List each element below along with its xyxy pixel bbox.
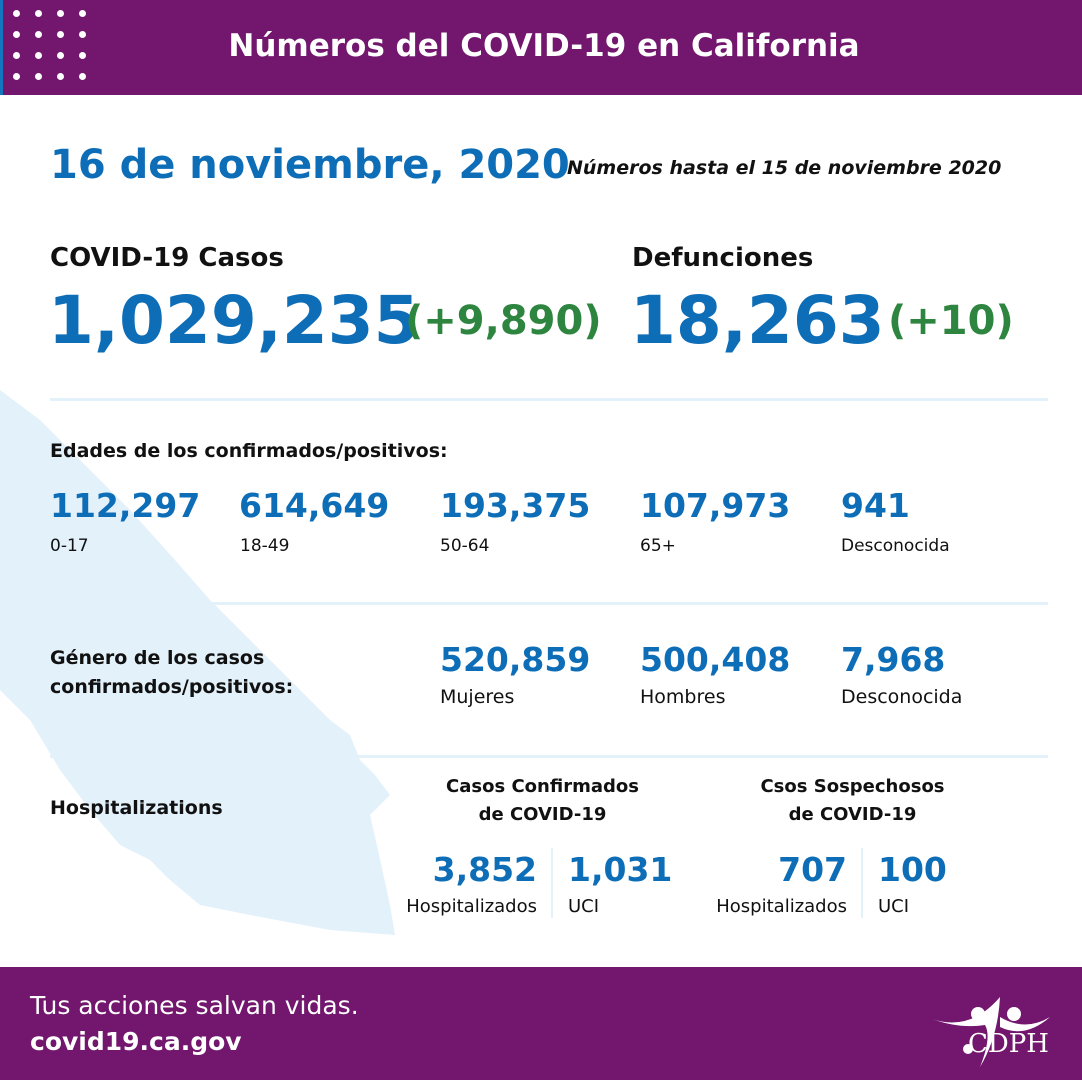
confirmed-hospitalized-value: 3,852 bbox=[432, 850, 537, 889]
age-label: 0-17 bbox=[50, 536, 89, 556]
dot bbox=[35, 31, 42, 38]
suspected-icu-label: UCI bbox=[878, 896, 910, 917]
age-label: 65+ bbox=[640, 536, 676, 556]
cdph-logo: CDPH bbox=[930, 977, 1060, 1072]
dot bbox=[57, 52, 64, 59]
cases-change: (+9,890) bbox=[405, 298, 602, 344]
confirmed-title-line1: Casos Confirmados bbox=[446, 776, 639, 797]
age-label: Desconocida bbox=[841, 536, 950, 556]
age-value: 941 bbox=[841, 486, 910, 525]
suspected-hospitalized-value: 707 bbox=[778, 850, 847, 889]
as-of-note: Números hasta el 15 de noviembre 2020 bbox=[567, 157, 1002, 179]
hospitalizations-title: Hospitalizations bbox=[50, 797, 223, 819]
gender-label: Desconocida bbox=[841, 686, 963, 708]
confirmed-icu-value: 1,031 bbox=[568, 850, 673, 889]
cdph-logo-text: CDPH bbox=[968, 1029, 1049, 1059]
divider bbox=[50, 602, 1048, 605]
header-bar: Números del COVID-19 en California bbox=[0, 0, 1082, 95]
divider bbox=[551, 848, 553, 918]
suspected-title-line1: Csos Sospechosos bbox=[760, 776, 945, 797]
footer-url[interactable]: covid19.ca.gov bbox=[30, 1027, 242, 1056]
gender-label: Mujeres bbox=[440, 686, 515, 708]
suspected-hospitalized-label: Hospitalizados bbox=[716, 896, 847, 917]
age-value: 112,297 bbox=[50, 486, 201, 525]
gender-value: 520,859 bbox=[440, 640, 591, 679]
divider bbox=[50, 755, 1048, 758]
age-label: 18-49 bbox=[240, 536, 290, 556]
suspected-title-line2: de COVID-19 bbox=[788, 804, 917, 825]
dot bbox=[13, 73, 20, 80]
age-label: 50-64 bbox=[440, 536, 490, 556]
age-value: 193,375 bbox=[440, 486, 591, 525]
dot bbox=[13, 31, 20, 38]
footer-tagline: Tus acciones salvan vidas. bbox=[30, 991, 359, 1020]
ages-title: Edades de los confirmados/positivos: bbox=[50, 440, 448, 462]
gender-value: 500,408 bbox=[640, 640, 791, 679]
dot bbox=[79, 10, 86, 17]
cases-label: COVID-19 Casos bbox=[50, 243, 284, 273]
deaths-value: 18,263 bbox=[630, 282, 885, 359]
cases-value: 1,029,235 bbox=[48, 282, 420, 359]
dot bbox=[13, 52, 20, 59]
divider bbox=[50, 398, 1048, 401]
deaths-change: (+10) bbox=[888, 298, 1014, 344]
dot bbox=[79, 31, 86, 38]
dot bbox=[57, 10, 64, 17]
dot bbox=[57, 73, 64, 80]
dot bbox=[35, 73, 42, 80]
gender-value: 7,968 bbox=[841, 640, 946, 679]
dot bbox=[35, 10, 42, 17]
gender-title-line2: confirmados/positivos: bbox=[50, 676, 294, 698]
confirmed-icu-label: UCI bbox=[568, 896, 600, 917]
page-title: Números del COVID-19 en California bbox=[228, 28, 860, 64]
cdph-figures-icon bbox=[932, 997, 1050, 1067]
dot bbox=[57, 31, 64, 38]
divider bbox=[861, 848, 863, 918]
suspected-icu-value: 100 bbox=[878, 850, 947, 889]
dot bbox=[13, 10, 20, 17]
dot-grid-decoration bbox=[11, 8, 91, 88]
footer-bar: Tus acciones salvan vidas. covid19.ca.go… bbox=[0, 967, 1082, 1080]
gender-label: Hombres bbox=[640, 686, 726, 708]
dot bbox=[35, 52, 42, 59]
confirmed-title-line2: de COVID-19 bbox=[478, 804, 607, 825]
gender-title-line1: Género de los casos bbox=[50, 647, 265, 669]
dot bbox=[79, 52, 86, 59]
deaths-label: Defunciones bbox=[632, 243, 814, 273]
report-date: 16 de noviembre, 2020 bbox=[50, 142, 570, 188]
confirmed-hospitalized-label: Hospitalizados bbox=[406, 896, 537, 917]
age-value: 107,973 bbox=[640, 486, 791, 525]
dot bbox=[79, 73, 86, 80]
age-value: 614,649 bbox=[239, 486, 390, 525]
